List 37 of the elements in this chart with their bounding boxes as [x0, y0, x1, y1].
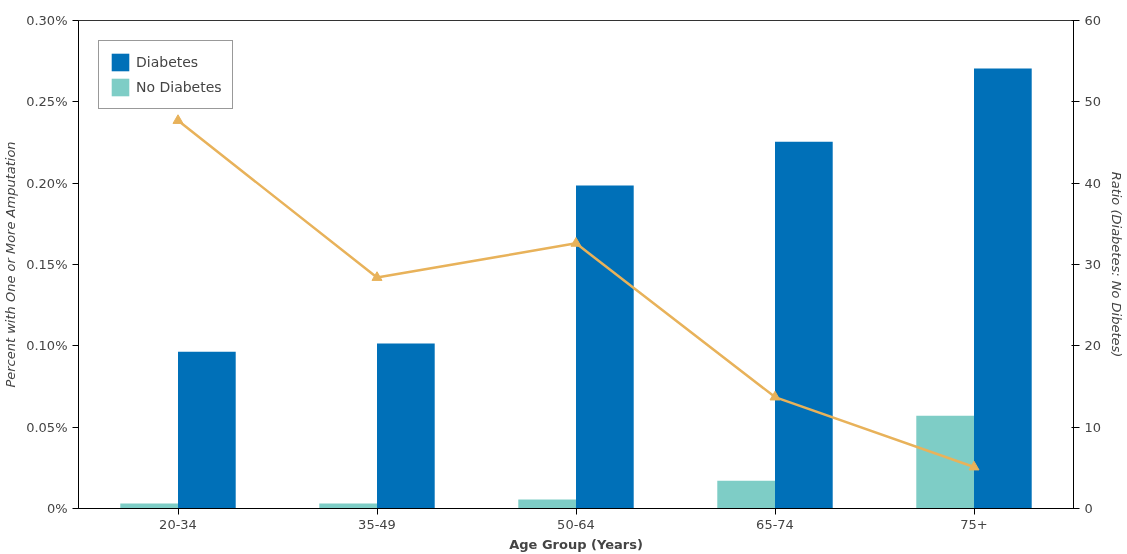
x-tick-label: 35-49 [358, 516, 396, 532]
point [172, 114, 184, 124]
bar [974, 68, 1032, 509]
y-tick-label: 0.10% [26, 338, 68, 354]
y-tick-label: 0.25% [26, 94, 68, 110]
y2-tick-label: 0 [1084, 501, 1093, 516]
y2-axis-title: Ratio (Diabetes: No Dibetes) [1109, 171, 1125, 358]
point [570, 237, 582, 247]
legend-label: No Diabetes [136, 79, 222, 95]
x-tick-label: 65-74 [756, 516, 794, 532]
bar [775, 141, 833, 509]
bar [377, 343, 435, 509]
bar [916, 415, 974, 509]
bar [178, 351, 236, 509]
y-tick-label: 0% [46, 501, 68, 516]
y-axis-title: Percent with One or More Amputation [3, 141, 19, 388]
x-tick-label: 75+ [960, 516, 988, 532]
point [968, 460, 980, 471]
y-tick-label: 0.30% [26, 13, 68, 28]
y2-tick-label: 40 [1084, 175, 1102, 191]
y2-tick-label: 10 [1084, 419, 1102, 435]
bar [518, 499, 576, 509]
x-tick-label: 50-64 [557, 516, 595, 532]
x-axis-title: Age Group (Years) [509, 536, 643, 552]
legend-label: Diabetes [136, 54, 199, 70]
point [371, 271, 383, 281]
y-tick-label: 0.20% [26, 175, 68, 191]
y2-tick-label: 50 [1084, 94, 1102, 110]
y-tick-label: 0.15% [26, 257, 68, 272]
y-tick-label: 0.05% [26, 419, 68, 435]
y2-tick-label: 30 [1084, 257, 1102, 272]
point [769, 390, 781, 401]
x-tick-label: 20-34 [159, 516, 197, 532]
y2-tick-label: 20 [1084, 338, 1102, 354]
y2-tick-label: 60 [1084, 13, 1102, 28]
bar [717, 480, 775, 509]
bar [576, 185, 634, 509]
